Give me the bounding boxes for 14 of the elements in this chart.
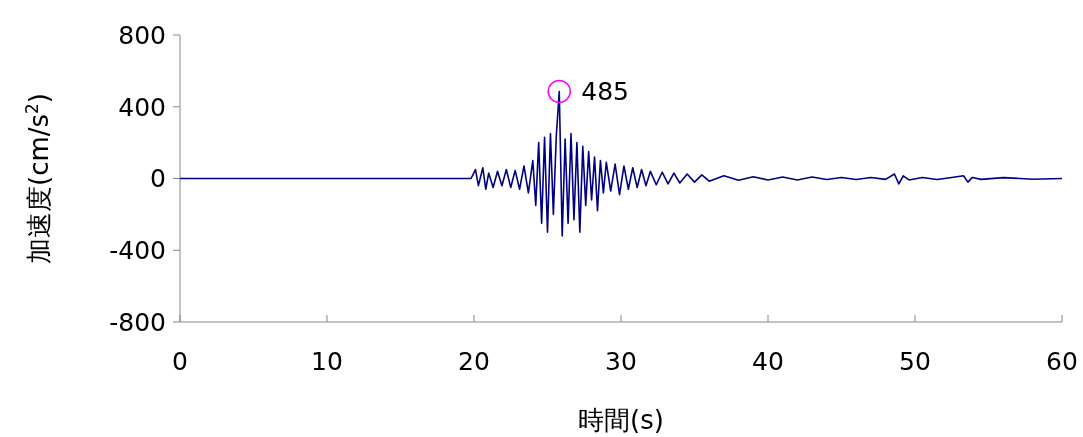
x-tick-label: 60 xyxy=(1046,347,1078,376)
y-tick-label: -400 xyxy=(109,236,166,265)
x-tick-label: 0 xyxy=(172,347,188,376)
annotation: 485 xyxy=(581,77,629,107)
y-tick-label: -800 xyxy=(109,307,166,337)
x-tick-label: 20 xyxy=(458,347,490,376)
x-tick-label: 10 xyxy=(311,347,343,376)
x-tick-label: 30 xyxy=(605,347,637,376)
y-tick-label: 400 xyxy=(118,92,166,122)
x-axis-title: 時間(s) xyxy=(578,405,664,435)
x-tick-label: 40 xyxy=(752,347,784,376)
y-tick-label: 800 xyxy=(118,20,166,50)
x-tick-label: 50 xyxy=(899,347,931,376)
y-tick-label: 0 xyxy=(150,164,166,194)
